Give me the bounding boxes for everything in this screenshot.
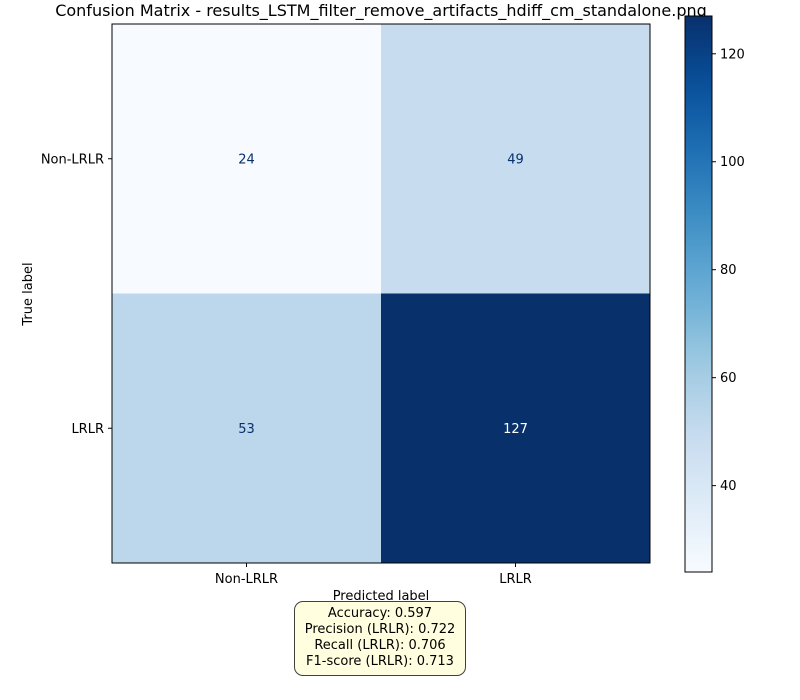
- colorbar-tick-label: 120: [720, 47, 745, 62]
- y-tick-label: Non-LRLR: [41, 152, 104, 167]
- f1-text: F1-score (LRLR): 0.713: [306, 654, 454, 669]
- heatmap-cell: [381, 293, 650, 563]
- y-axis-label: True label: [21, 262, 36, 326]
- colorbar: [684, 15, 713, 573]
- colorbar-tick-label: 80: [720, 263, 737, 278]
- colorbar-tick-label: 100: [720, 155, 745, 170]
- recall-text: Recall (LRLR): 0.706: [314, 638, 446, 653]
- precision-text: Precision (LRLR): 0.722: [304, 622, 456, 637]
- cell-value-label: 49: [507, 152, 524, 167]
- y-tick-label: LRLR: [71, 422, 104, 437]
- heatmap-cell: [112, 293, 381, 563]
- heatmap-cell: [381, 24, 650, 294]
- heatmap-cell: [112, 24, 381, 294]
- accuracy-text: Accuracy: 0.597: [327, 606, 433, 621]
- colorbar-tick-label: 60: [720, 371, 737, 386]
- x-tick-label: LRLR: [499, 572, 532, 587]
- chart-title: Confusion Matrix - results_LSTM_filter_r…: [55, 1, 707, 20]
- colorbar-tick-label: 40: [720, 479, 737, 494]
- x-axis-label: Predicted label: [332, 589, 430, 604]
- metrics-box: Accuracy: 0.597 Precision (LRLR): 0.722 …: [294, 601, 466, 676]
- x-tick-label: Non-LRLR: [215, 572, 278, 587]
- cell-value-label: 53: [238, 422, 255, 437]
- cell-value-label: 24: [238, 152, 255, 167]
- plot-frame: [111, 23, 651, 564]
- cell-value-label: 127: [503, 422, 528, 437]
